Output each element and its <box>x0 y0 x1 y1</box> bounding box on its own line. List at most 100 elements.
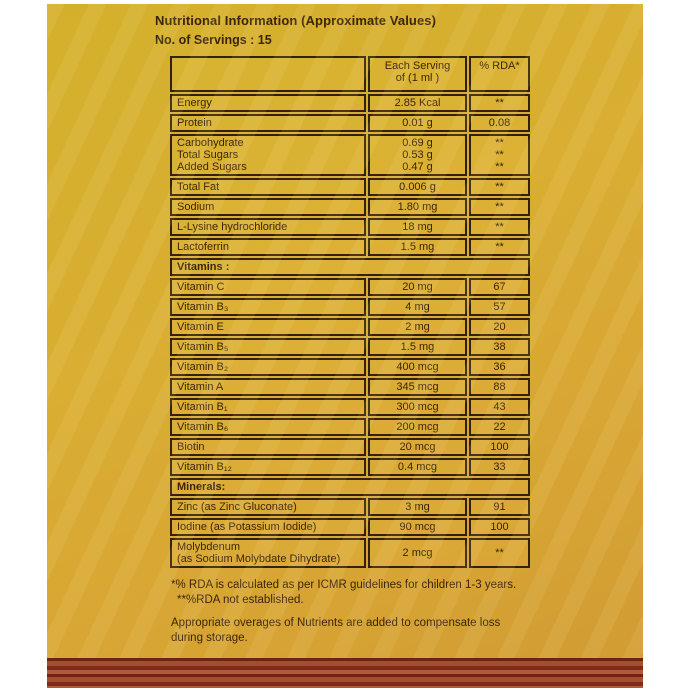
rda-value-cell: 67 <box>469 278 530 296</box>
cell-line: 36 <box>493 361 506 373</box>
serving-value-cell: 400 mcg <box>368 358 467 376</box>
serving-header-line1: Each Serving <box>384 60 451 72</box>
rda-value-cell: ** <box>469 538 530 568</box>
nutrient-name-cell: Vitamin C <box>170 278 366 296</box>
nutrient-name-cell: Lactoferrin <box>170 238 366 256</box>
nutrient-name-cell: Sodium <box>170 198 366 216</box>
footnotes-block: *% RDA is calculated as per ICMR guideli… <box>171 578 643 608</box>
cell-line: 0.01 g <box>402 117 433 129</box>
section-label: Vitamins : <box>170 258 530 276</box>
table-row: Vitamin B₆ 200 mcg 22 <box>170 418 530 436</box>
cell-line: ** <box>495 161 504 173</box>
table-row: Vitamin B₅ 1.5 mg 38 <box>170 338 530 356</box>
table-row: Biotin 20 mcg 100 <box>170 438 530 456</box>
nutrient-name-cell: Molybdenum (as Sodium Molybdate Dihydrate… <box>170 538 366 568</box>
nutrient-name-cell: Vitamin B₃ <box>170 298 366 316</box>
rda-value-cell: 100 <box>469 438 530 456</box>
cell-line: ** <box>495 241 504 253</box>
serving-value-cell: 4 mg <box>368 298 467 316</box>
table-row: Vitamin E 2 mg 20 <box>170 318 530 336</box>
cell-line: Zinc (as Zinc Gluconate) <box>177 501 297 513</box>
cell-line: 1.5 mg <box>400 341 435 353</box>
cell-line: ** <box>495 97 504 109</box>
cell-line: 3 mg <box>405 501 430 513</box>
table-row: Iodine (as Potassium Iodide) 90 mcg 100 <box>170 518 530 536</box>
serving-header-line2: of (1 ml ) <box>395 72 440 84</box>
cell-line: ** <box>495 149 504 161</box>
cell-line: 100 <box>490 441 509 453</box>
rda-value-cell: ** <box>469 238 530 256</box>
cell-line: 20 <box>493 321 506 333</box>
cell-line: ** <box>495 137 504 149</box>
table-row: Vitamin C 20 mg 67 <box>170 278 530 296</box>
rda-value-cell: ** ** ** <box>469 134 530 176</box>
serving-value-cell: 2.85 Kcal <box>368 94 467 112</box>
table-header-row: Each Serving of (1 ml ) % RDA* <box>170 56 530 92</box>
rda-value-cell: 57 <box>469 298 530 316</box>
serving-value-cell: 3 mg <box>368 498 467 516</box>
nutrient-name-cell: Carbohydrate Total Sugars Added Sugars <box>170 134 366 176</box>
table-row: Vitamin B₃ 4 mg 57 <box>170 298 530 316</box>
cell-line: Vitamin B₁ <box>177 401 228 413</box>
table-row: Vitamin A 345 mcg 88 <box>170 378 530 396</box>
cell-line: 0.006 g <box>399 181 436 193</box>
rda-value-cell: 91 <box>469 498 530 516</box>
cell-line: 33 <box>493 461 506 473</box>
cell-line: Vitamin B₅ <box>177 341 229 353</box>
cell-line: 20 mcg <box>399 441 436 453</box>
cell-line: 1.5 mg <box>400 241 435 253</box>
nutrient-name-cell: Vitamin B₁ <box>170 398 366 416</box>
nutrition-table-body: Each Serving of (1 ml ) % RDA* Energy 2.8… <box>170 56 530 568</box>
cell-line: 0.69 g <box>402 137 433 149</box>
serving-value-cell: 345 mcg <box>368 378 467 396</box>
serving-value-cell: 90 mcg <box>368 518 467 536</box>
cell-line: 57 <box>493 301 506 313</box>
cell-line: L-Lysine hydrochloride <box>177 221 288 233</box>
cell-line: 0.4 mcg <box>397 461 438 473</box>
serving-value-cell: 0.01 g <box>368 114 467 132</box>
cell-line: Energy <box>177 97 212 109</box>
cell-line: 38 <box>493 341 506 353</box>
cell-line: 300 mcg <box>396 401 439 413</box>
nutrient-name-cell: Vitamin B₂ <box>170 358 366 376</box>
cell-line: Protein <box>177 117 212 129</box>
cell-line: 100 <box>490 521 509 533</box>
rda-value-cell: 88 <box>469 378 530 396</box>
nutrient-name-cell: Total Fat <box>170 178 366 196</box>
serving-value-cell: 20 mcg <box>368 438 467 456</box>
cell-line: 0.53 g <box>402 149 433 161</box>
cell-line: Vitamin A <box>177 381 224 393</box>
cell-line: Vitamin B₃ <box>177 301 229 313</box>
nutrition-table: Each Serving of (1 ml ) % RDA* Energy 2.8… <box>168 54 532 570</box>
cell-line: Biotin <box>177 441 205 453</box>
serving-value-cell: 200 mcg <box>368 418 467 436</box>
table-row: Protein 0.01 g 0.08 <box>170 114 530 132</box>
serving-value-cell: 0.4 mcg <box>368 458 467 476</box>
cell-line: Added Sugars <box>177 161 247 173</box>
nutrient-name-cell: Vitamin B₅ <box>170 338 366 356</box>
serving-value-cell: 2 mg <box>368 318 467 336</box>
cell-line: 2 mcg <box>402 547 433 559</box>
serving-value-cell: 1.80 mg <box>368 198 467 216</box>
table-row: L-Lysine hydrochloride 18 mg ** <box>170 218 530 236</box>
rda-value-cell: ** <box>469 218 530 236</box>
section-row: Minerals: <box>170 478 530 496</box>
cell-line: Sodium <box>177 201 215 213</box>
nutrient-name-cell: Vitamin B₆ <box>170 418 366 436</box>
serving-value-cell: 20 mg <box>368 278 467 296</box>
cell-line: 2 mg <box>405 321 430 333</box>
rda-footnote: *% RDA is calculated as per ICMR guideli… <box>171 579 517 591</box>
cell-line: Total Fat <box>177 181 220 193</box>
cell-line: 18 mg <box>402 221 433 233</box>
cell-line: 20 mg <box>402 281 433 293</box>
cell-line: 91 <box>493 501 506 513</box>
table-row: Vitamin B₂ 400 mcg 36 <box>170 358 530 376</box>
rda-column-header: % RDA* <box>469 56 530 92</box>
cell-line: Carbohydrate <box>177 137 244 149</box>
rda-value-cell: ** <box>469 94 530 112</box>
nutrient-name-cell: Energy <box>170 94 366 112</box>
rda-not-established-footnote: **%RDA not established. <box>177 594 304 606</box>
rda-value-cell: ** <box>469 198 530 216</box>
nutrient-name-cell: Vitamin A <box>170 378 366 396</box>
